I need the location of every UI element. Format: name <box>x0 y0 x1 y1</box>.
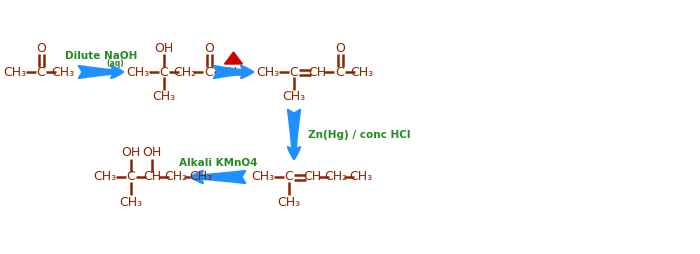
Text: CH₃: CH₃ <box>282 90 306 103</box>
Text: O: O <box>36 41 46 55</box>
Text: C: C <box>36 66 46 78</box>
Text: Zn(Hg) / conc HCl: Zn(Hg) / conc HCl <box>308 130 410 139</box>
Text: CH₃: CH₃ <box>93 170 117 183</box>
Text: C: C <box>160 66 169 78</box>
Text: CH₃: CH₃ <box>351 66 374 78</box>
Text: CH₃: CH₃ <box>4 66 27 78</box>
Text: CH₂: CH₂ <box>324 170 348 183</box>
Text: C: C <box>335 66 344 78</box>
Text: CH₃: CH₃ <box>120 196 143 209</box>
Text: CH₃: CH₃ <box>153 90 176 103</box>
Text: C: C <box>290 66 298 78</box>
Text: O: O <box>335 41 345 55</box>
Text: CH₃: CH₃ <box>190 170 213 183</box>
Text: CH: CH <box>308 66 326 78</box>
Text: CH: CH <box>143 170 161 183</box>
Text: CH₃: CH₃ <box>127 66 150 78</box>
Text: CH₃: CH₃ <box>51 66 75 78</box>
Text: C: C <box>285 170 293 183</box>
Text: CH₂: CH₂ <box>174 66 197 78</box>
Text: OH: OH <box>121 146 141 158</box>
Text: Dilute NaOH: Dilute NaOH <box>65 51 137 61</box>
Text: C: C <box>127 170 135 183</box>
Text: (aq): (aq) <box>106 58 124 68</box>
Text: CH: CH <box>303 170 321 183</box>
Text: Alkali KMnO4: Alkali KMnO4 <box>178 158 258 168</box>
Text: OH: OH <box>142 146 162 158</box>
Text: CH₂: CH₂ <box>164 170 188 183</box>
Text: CH₃: CH₃ <box>349 170 372 183</box>
Text: C: C <box>204 66 214 78</box>
Text: CH₃: CH₃ <box>256 66 279 78</box>
Text: CH₃: CH₃ <box>277 196 300 209</box>
Text: OH: OH <box>155 41 174 55</box>
Polygon shape <box>225 52 242 64</box>
Text: CH₃: CH₃ <box>251 170 274 183</box>
Text: CH₃: CH₃ <box>219 66 243 78</box>
Text: O: O <box>204 41 214 55</box>
